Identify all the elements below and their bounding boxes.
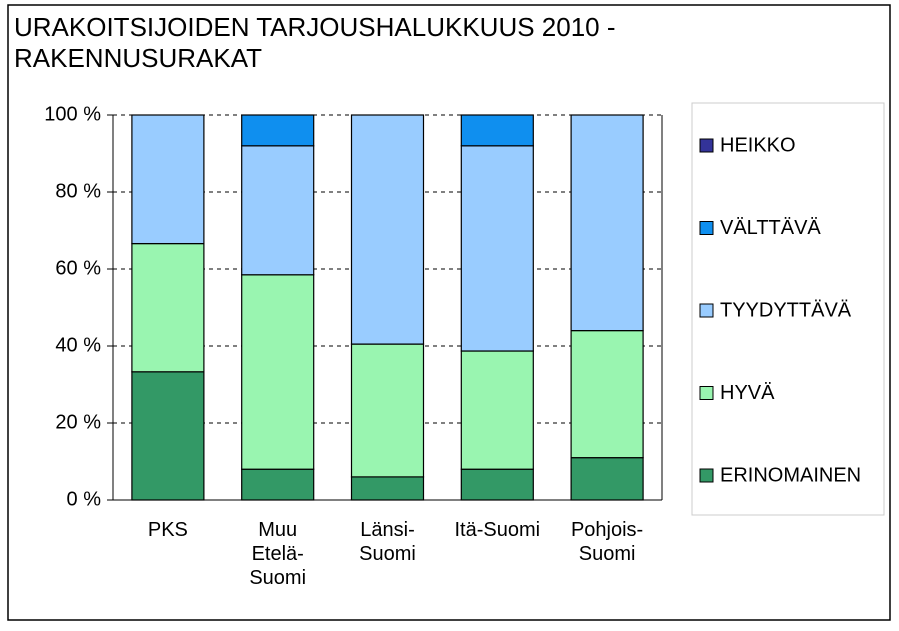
y-tick-label: 0 % xyxy=(67,488,102,510)
legend-swatch xyxy=(699,138,714,153)
x-tick-label: Muu Etelä- Suomi xyxy=(249,519,307,589)
bar-segment xyxy=(460,468,534,501)
x-tick-label: PKS xyxy=(147,519,188,541)
y-tick-label: 80 % xyxy=(55,180,101,202)
bar-segment xyxy=(350,114,425,345)
legend-label: ERINOMAINEN xyxy=(720,464,861,486)
bar-segment xyxy=(460,350,534,470)
bar-segment xyxy=(241,145,315,276)
legend-label: VÄLTTÄVÄ xyxy=(720,217,821,239)
bar-segment xyxy=(570,330,644,459)
bar-segment xyxy=(570,114,644,332)
bar-segment xyxy=(460,145,534,352)
x-tick-label: Pohjois- Suomi xyxy=(570,519,644,565)
bar-segment xyxy=(131,114,205,245)
x-tick-label: Itä-Suomi xyxy=(454,519,541,541)
legend-box xyxy=(691,102,885,516)
legend-label: HYVÄ xyxy=(720,382,775,404)
y-tick-label: 60 % xyxy=(55,257,101,279)
bar-segment xyxy=(570,457,644,501)
bar-segment xyxy=(350,476,425,501)
bar-segment xyxy=(241,274,315,470)
y-tick-label: 20 % xyxy=(55,411,101,433)
legend-label: TYYDYTTÄVÄ xyxy=(720,299,852,321)
bar-segment xyxy=(460,114,534,147)
bar-segment xyxy=(131,242,205,373)
legend-swatch xyxy=(699,386,714,400)
legend-swatch xyxy=(699,468,714,483)
bar-segment xyxy=(241,468,315,501)
bar-segment xyxy=(241,114,315,147)
x-tick-label: Länsi- Suomi xyxy=(359,519,416,565)
bar-segment xyxy=(350,343,425,478)
legend-swatch xyxy=(699,221,714,235)
y-tick-label: 100 % xyxy=(44,103,101,125)
chart-title: URAKOITSIJOIDEN TARJOUSHALUKKUUS 2010 - … xyxy=(14,12,616,73)
bar-segment xyxy=(131,371,205,501)
y-tick-label: 40 % xyxy=(55,334,101,356)
legend-label: HEIKKO xyxy=(720,134,796,156)
legend-swatch xyxy=(699,303,714,318)
